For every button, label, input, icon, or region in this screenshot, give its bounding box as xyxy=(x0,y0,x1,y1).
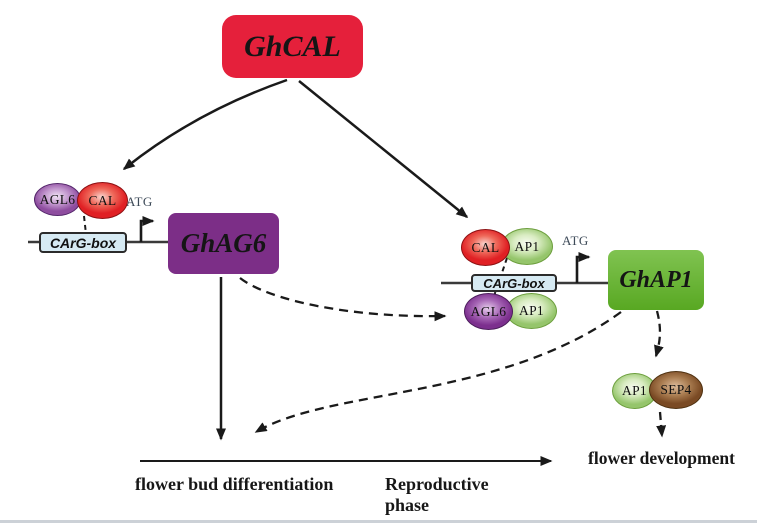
carg-box-left-label: CArG-box xyxy=(49,234,117,251)
ap1-protein-bottom: AP1 xyxy=(612,373,657,409)
atg-label-right: ATG xyxy=(562,233,589,248)
transcription-start-arrow-ghap1 xyxy=(575,252,591,283)
ghag6-label: GhAG6 xyxy=(180,228,267,258)
carg-box-right: CArG-box xyxy=(471,274,557,292)
cal-upper-right-label: CAL xyxy=(471,239,500,255)
atg-label-left: ATG xyxy=(126,194,153,209)
ap1-protein-lower-right: AP1 xyxy=(506,293,557,329)
agl6-lower-right-label: AGL6 xyxy=(470,303,507,319)
cal-protein-upper-right: CAL xyxy=(461,229,510,266)
reproductive-phase-label: Reproductive phase xyxy=(385,474,489,516)
flower-development-label: flower development xyxy=(588,448,735,468)
flower-bud-differentiation-label: flower bud differentiation xyxy=(135,474,334,494)
ap1-lower-right-label: AP1 xyxy=(519,303,544,318)
ghap1-label: GhAP1 xyxy=(619,266,693,293)
agl6-protein-lower-right: AGL6 xyxy=(464,293,513,330)
reproductive-phase-line2: phase xyxy=(385,495,430,515)
binding-connector-left xyxy=(83,215,87,235)
dashed-arrow-ghag6-to-agl6-ap1-complex xyxy=(239,277,447,322)
cal-left-label: CAL xyxy=(88,192,117,208)
carg-box-right-label: CArG-box xyxy=(483,275,545,291)
sep4-label: SEP4 xyxy=(660,382,692,397)
agl6-left-label: AGL6 xyxy=(39,191,76,207)
reproductive-phase-line1: Reproductive xyxy=(385,474,489,494)
arrow-ghcal-to-cal-ap1-complex xyxy=(298,80,469,218)
ghcal-gene-box: GhCAL xyxy=(222,15,363,78)
dashed-arrow-ghap1-to-flower-bud-differentiation xyxy=(254,311,622,433)
transcription-start-arrow-ghag6 xyxy=(139,216,155,242)
ghap1-gene-box: GhAP1 xyxy=(608,250,704,310)
agl6-protein-left: AGL6 xyxy=(34,183,81,216)
ghcal-label: GhCAL xyxy=(244,29,341,63)
carg-box-left: CArG-box xyxy=(39,232,127,253)
sep4-protein: SEP4 xyxy=(649,371,703,409)
ap1-upper-right-label: AP1 xyxy=(514,238,540,254)
dashed-arrow-ghap1-to-ap1-sep4-complex xyxy=(654,310,664,358)
ghag6-gene-box: GhAG6 xyxy=(168,213,279,274)
cal-protein-left: CAL xyxy=(77,182,128,219)
dashed-arrow-ap1-sep4-to-flower-development xyxy=(656,411,667,438)
page-bottom-rule xyxy=(0,520,757,523)
arrow-ghcal-to-agl6-cal-complex xyxy=(122,78,288,170)
ap1-bottom-label: AP1 xyxy=(622,383,647,398)
